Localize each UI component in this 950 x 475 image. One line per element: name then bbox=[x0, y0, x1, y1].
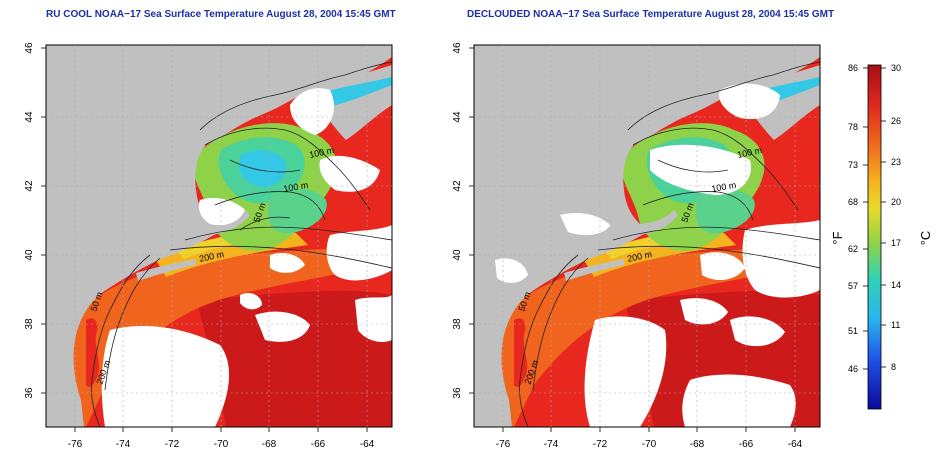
map-right: -76 -74 -72 -70 -68 -66 -64 36 38 40 42 … bbox=[452, 42, 821, 450]
y-tick-label: 40 bbox=[24, 249, 35, 261]
colorbar-f-tick: 73 bbox=[848, 160, 858, 170]
colorbar-fahrenheit-label: °F bbox=[830, 231, 845, 244]
x-tick-label: -76 bbox=[496, 439, 511, 450]
y-tick-label: 36 bbox=[452, 387, 463, 399]
colorbar-c-tick: 23 bbox=[891, 157, 901, 167]
y-tick-label: 46 bbox=[24, 42, 35, 54]
y-tick-label: 46 bbox=[452, 42, 463, 54]
colorbar-c-tick: 17 bbox=[891, 238, 901, 248]
contours-left bbox=[91, 61, 392, 427]
x-tick-label: -72 bbox=[593, 439, 608, 450]
x-tick-label: -64 bbox=[788, 439, 803, 450]
colorbar-f-tick: 68 bbox=[848, 197, 858, 207]
colorbar-c-tick: 26 bbox=[891, 116, 901, 126]
contour-label: 100 m bbox=[711, 180, 737, 194]
map-frame-left bbox=[45, 44, 393, 428]
x-tick-label: -68 bbox=[262, 439, 277, 450]
y-tick-label: 42 bbox=[452, 180, 463, 192]
x-tick-label: -68 bbox=[690, 439, 705, 450]
colorbar-f-tick: 51 bbox=[848, 326, 858, 336]
x-tick-label: -66 bbox=[739, 439, 754, 450]
map-frame-right bbox=[473, 44, 821, 428]
y-tick-label: 40 bbox=[452, 249, 463, 261]
colorbar-gradient bbox=[867, 64, 882, 410]
x-tick-label: -72 bbox=[165, 439, 180, 450]
colorbar-c-tick: 20 bbox=[891, 197, 901, 207]
x-tick-label: -70 bbox=[642, 439, 657, 450]
colorbar-f-tick: 46 bbox=[848, 364, 858, 374]
y-tick-label: 38 bbox=[24, 318, 35, 330]
colorbar-f-tick: 78 bbox=[848, 122, 858, 132]
colorbar: 86 78 73 68 62 57 51 46 30 26 23 20 17 1… bbox=[830, 63, 933, 410]
x-tick-label: -70 bbox=[214, 439, 229, 450]
contour-label: 100 m bbox=[283, 180, 309, 194]
y-tick-label: 42 bbox=[24, 180, 35, 192]
y-tick-label: 38 bbox=[452, 318, 463, 330]
colorbar-c-tick: 8 bbox=[891, 362, 896, 372]
x-tick-label: -76 bbox=[68, 439, 83, 450]
y-tick-label: 36 bbox=[24, 387, 35, 399]
gridlines-right bbox=[474, 45, 820, 427]
x-tick-label: -66 bbox=[311, 439, 326, 450]
colorbar-c-tick: 30 bbox=[891, 63, 901, 73]
colorbar-c-tick: 14 bbox=[891, 280, 901, 290]
gridlines-left bbox=[46, 45, 392, 427]
x-tick-label: -74 bbox=[544, 439, 559, 450]
x-tick-label: -64 bbox=[360, 439, 375, 450]
x-tick-label: -74 bbox=[116, 439, 131, 450]
colorbar-c-tick: 11 bbox=[891, 320, 900, 330]
map-title-left: RU COOL NOAA−17 Sea Surface Temperature … bbox=[46, 9, 396, 20]
cloud-mask-left bbox=[101, 88, 392, 427]
y-tick-label: 44 bbox=[452, 111, 463, 123]
map-title-right: DECLOUDED NOAA−17 Sea Surface Temperatur… bbox=[467, 9, 835, 20]
colorbar-f-tick: 57 bbox=[848, 281, 858, 291]
colorbar-f-tick: 62 bbox=[848, 244, 858, 254]
colorbar-celsius-label: °C bbox=[918, 231, 933, 246]
y-tick-label: 44 bbox=[24, 111, 35, 123]
contours-right bbox=[519, 61, 820, 427]
colorbar-f-tick: 86 bbox=[848, 63, 858, 73]
cloud-mask-right bbox=[495, 83, 820, 427]
map-left: -76 -74 -72 -70 -68 -66 -64 36 38 40 42 … bbox=[24, 42, 393, 450]
